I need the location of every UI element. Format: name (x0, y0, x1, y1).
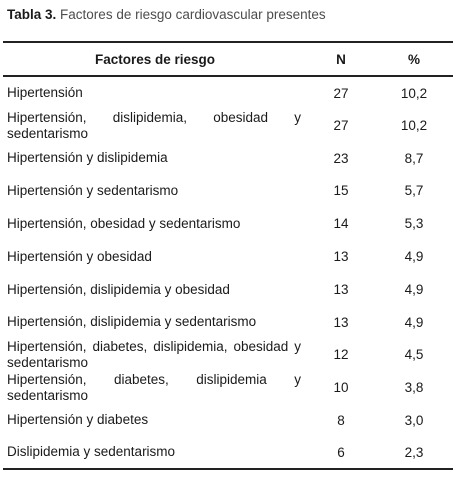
cell-factor: Hipertensión, dislipidemia y obesidad (7, 281, 230, 297)
cell-factor: Hipertensión y obesidad (7, 248, 152, 264)
cell-factor: Hipertensión, diabetes, dislipidemia y s… (7, 371, 301, 403)
header-n: N (336, 51, 346, 67)
cell-percent: 5,3 (404, 216, 424, 231)
header-row: Factores de riesgo N % (3, 42, 453, 76)
cell-percent: 5,7 (404, 183, 424, 198)
risk-factors-table: Factores de riesgo N % Hipertensión 27 10,… (3, 41, 453, 470)
cell-factor: Dislipidemia y sedentarismo (7, 444, 176, 459)
cell-factor: Hipertensión (7, 85, 83, 100)
cell-n: 10 (333, 380, 349, 395)
header-percent: % (407, 51, 420, 67)
table-row: Hipertensión, dislipidemia y obesidad 13 4… (3, 273, 453, 306)
cell-percent: 3,0 (404, 412, 424, 428)
table-header: Factores de riesgo N % (3, 42, 453, 76)
cell-n: 13 (333, 282, 349, 297)
cell-percent: 10,2 (400, 85, 428, 101)
cell-percent: 2,3 (404, 444, 424, 460)
table-row: Dislipidemia y sedentarismo 6 2,3 (3, 436, 453, 469)
cell-n: 13 (333, 249, 349, 264)
table-row: Hipertensión, diabetes, dislipidemia, ob… (3, 338, 453, 371)
caption-label: Tabla 3. (7, 7, 57, 22)
table-caption: Tabla 3. Factores de riesgo cardiovascul… (7, 7, 326, 23)
table-row: Hipertensión y diabetes 8 3,0 (3, 404, 453, 436)
table-body: Hipertensión 27 10,2 Hipertensión, dislipid… (3, 76, 453, 469)
cell-factor: Hipertensión, diabetes, dislipidemia, ob… (7, 338, 301, 370)
cell-factor: Hipertensión y sedentarismo (7, 182, 179, 198)
cell-percent: 4,9 (404, 249, 424, 264)
cell-n: 13 (333, 314, 349, 330)
cell-percent: 8,7 (404, 150, 424, 166)
cell-percent: 4,9 (404, 282, 424, 297)
table-row: Hipertensión 27 10,2 (3, 76, 453, 109)
table-row: Hipertensión, dislipidemia y sedentarism… (3, 306, 453, 338)
cell-factor: Hipertensión, dislipidemia y sedentarism… (7, 314, 257, 329)
cell-factor: Hipertensión, obesidad y sedentarismo (7, 215, 241, 231)
cell-percent: 10,2 (400, 118, 428, 133)
cell-percent: 4,9 (404, 314, 424, 330)
header-factor: Factores de riesgo (94, 51, 216, 67)
table-row: Hipertensión, diabetes, dislipidemia y s… (3, 371, 453, 404)
table-row: Hipertensión, obesidad y sedentarismo 14 5… (3, 207, 453, 240)
table-row: Hipertensión y obesidad 13 4,9 (3, 240, 453, 273)
cell-percent: 3,8 (404, 380, 424, 395)
table-row: Hipertensión y dislipidemia 23 8,7 (3, 142, 453, 174)
cell-factor: Hipertensión, dislipidemia, obesidad y s… (7, 109, 301, 141)
risk-factors-table-container: Factores de riesgo N % Hipertensión 27 10,… (3, 41, 453, 470)
cell-n: 6 (337, 444, 345, 460)
cell-n: 27 (333, 85, 349, 101)
caption-text: Factores de riesgo cardiovascular presen… (60, 7, 326, 22)
cell-n: 23 (333, 150, 349, 166)
cell-n: 14 (333, 216, 349, 231)
cell-n: 15 (333, 183, 349, 198)
cell-n: 27 (333, 118, 349, 133)
cell-factor: Hipertensión y dislipidemia (7, 150, 168, 165)
cell-n: 8 (337, 412, 345, 428)
table-row: Hipertensión, dislipidemia, obesidad y s… (3, 109, 453, 142)
table-row: Hipertensión y sedentarismo 15 5,7 (3, 174, 453, 207)
cell-n: 12 (333, 347, 349, 362)
cell-factor: Hipertensión y diabetes (7, 412, 149, 427)
cell-percent: 4,5 (404, 347, 424, 362)
